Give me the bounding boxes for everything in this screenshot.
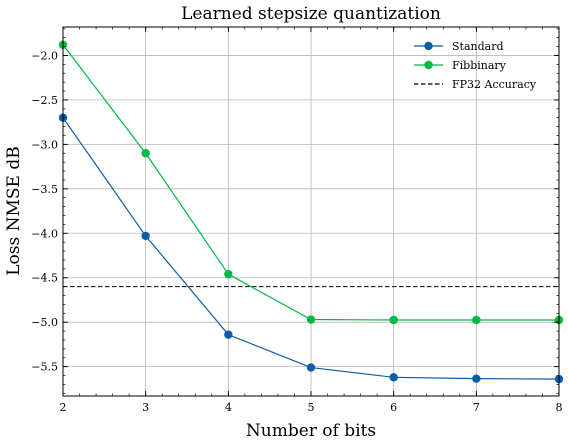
- y-tick-label: −2.0: [31, 49, 58, 62]
- y-tick-label: −4.5: [31, 272, 58, 285]
- y-tick-label: −4.0: [31, 227, 58, 240]
- data-point: [472, 374, 481, 383]
- legend-label: FP32 Accuracy: [452, 78, 537, 91]
- x-tick-label: 6: [390, 401, 397, 414]
- y-axis-label: Loss NMSE dB: [4, 146, 24, 276]
- data-point: [306, 363, 316, 372]
- data-point: [141, 149, 150, 158]
- legend: Standard Fibbinary FP32 Accuracy: [414, 40, 537, 91]
- data-point: [224, 330, 233, 339]
- x-tick-label: 7: [473, 401, 480, 414]
- x-tick-label: 4: [225, 401, 232, 414]
- series-standard: [58, 113, 564, 384]
- data-point: [389, 373, 398, 382]
- x-tick-label: 8: [556, 401, 563, 414]
- x-tick-label: 5: [308, 401, 315, 414]
- y-tick-label: −3.0: [31, 138, 58, 151]
- chart-title: Learned stepsize quantization: [181, 4, 441, 24]
- legend-marker: [424, 41, 433, 51]
- legend-label: Fibbinary: [452, 59, 507, 72]
- x-tick-label: 3: [142, 401, 149, 414]
- data-point: [141, 231, 150, 241]
- y-tick-label: −2.5: [31, 94, 58, 107]
- series-layer: [58, 40, 564, 384]
- legend-marker: [424, 60, 433, 70]
- tick-layer: 2 3 4 5 6 7 8 −2.0 −2.5 −3.0 −3.5 −4.0 −4.5 −5.0 −5.5: [31, 27, 563, 414]
- data-point: [224, 269, 233, 279]
- data-point: [389, 315, 398, 325]
- y-tick-label: −5.5: [31, 361, 58, 374]
- x-tick-label: 2: [60, 401, 67, 414]
- y-tick-label: −5.0: [31, 316, 58, 329]
- legend-label: Standard: [452, 40, 504, 53]
- data-point: [306, 315, 316, 324]
- y-tick-label: −3.5: [31, 183, 58, 196]
- data-point: [472, 315, 481, 325]
- x-axis-label: Number of bits: [246, 421, 376, 441]
